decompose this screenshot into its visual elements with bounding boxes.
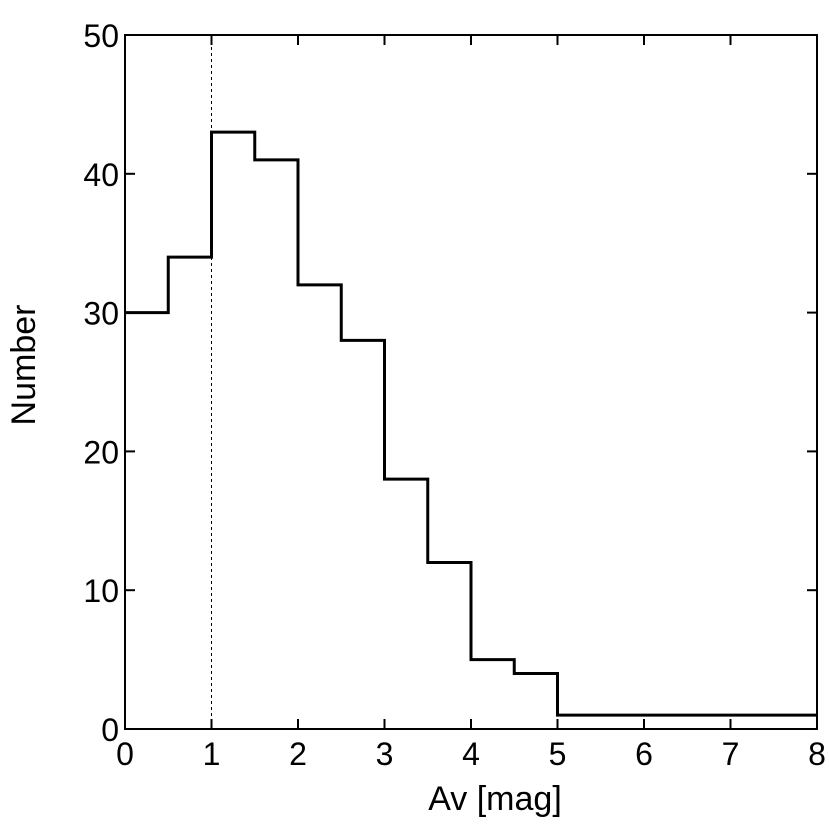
x-tick-label: 7 bbox=[722, 736, 740, 772]
x-tick-label: 5 bbox=[549, 736, 567, 772]
histogram-outline bbox=[125, 130, 817, 717]
x-tick-label: 0 bbox=[116, 736, 134, 772]
tick-labels: 0 1 2 3 4 5 6 7 8 0 10 20 30 40 50 bbox=[83, 18, 825, 772]
x-tick-label: 6 bbox=[635, 736, 653, 772]
y-tick-label: 40 bbox=[83, 157, 119, 193]
x-tick-label: 1 bbox=[203, 736, 221, 772]
y-tick-label: 0 bbox=[101, 712, 119, 748]
x-tick-label: 4 bbox=[462, 736, 480, 772]
y-tick-label: 20 bbox=[83, 434, 119, 470]
y-axis-label: Number bbox=[5, 305, 43, 426]
y-tick-label: 10 bbox=[83, 573, 119, 609]
x-axis-label: Av [mag] bbox=[428, 780, 562, 818]
y-tick-label: 50 bbox=[83, 18, 119, 54]
x-tick-label: 3 bbox=[376, 736, 394, 772]
y-tick-label: 30 bbox=[83, 296, 119, 332]
x-tick-label: 8 bbox=[808, 736, 826, 772]
x-tick-label: 2 bbox=[289, 736, 307, 772]
